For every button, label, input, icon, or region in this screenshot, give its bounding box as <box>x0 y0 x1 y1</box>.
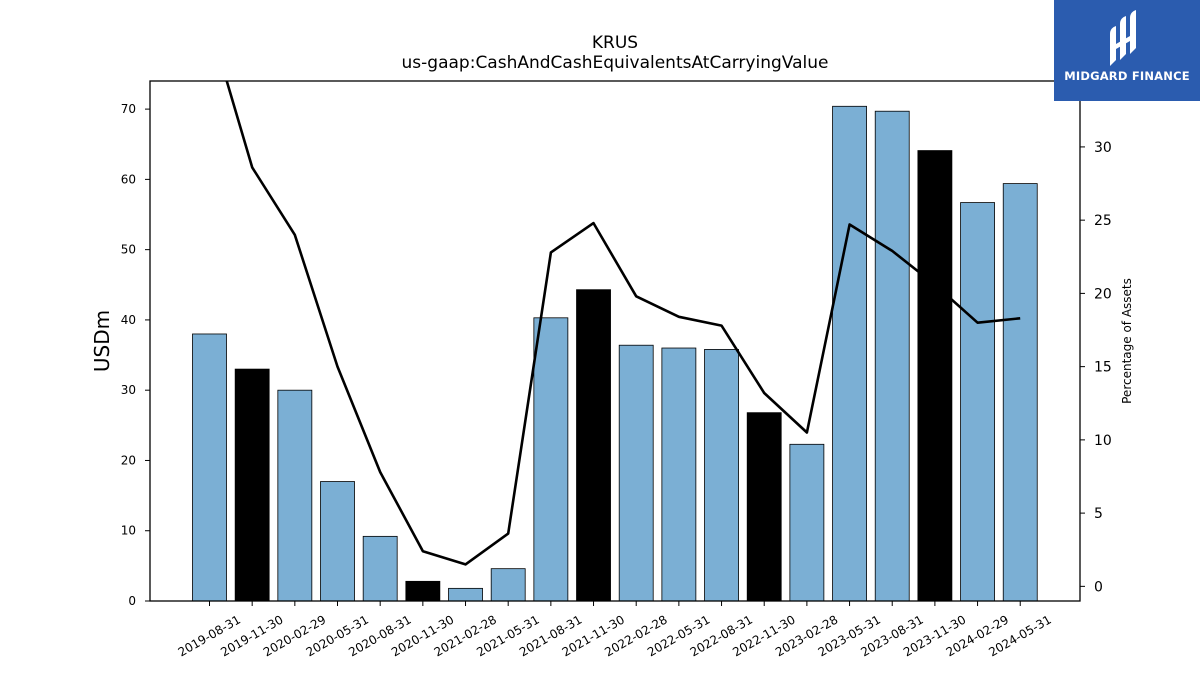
y-tick-label: 40 <box>121 313 136 327</box>
bar-2022-08-31 <box>704 349 739 602</box>
bar-2019-11-30 <box>234 368 270 602</box>
x-axis-ticks: 2019-08-312019-11-302020-02-292020-05-31… <box>176 601 1054 659</box>
y-tick-label: 10 <box>121 524 136 538</box>
bar-2023-02-28 <box>789 443 825 602</box>
y2-tick-label: 20 <box>1094 286 1112 302</box>
bar-2021-08-31 <box>533 317 569 602</box>
bar-2020-11-30 <box>405 580 441 602</box>
y2-tick-label: 5 <box>1094 506 1103 522</box>
y-tick-label: 20 <box>121 453 136 467</box>
bar-2020-05-31 <box>320 481 355 602</box>
y-tick-label: 50 <box>121 243 136 257</box>
bar-2022-02-28 <box>618 344 654 602</box>
bar-2020-08-31 <box>362 535 398 602</box>
y-tick-label: 30 <box>121 383 136 397</box>
bar-2023-08-31 <box>874 110 910 602</box>
y-axis-ticks: 0 10 20 30 40 50 60 70 <box>121 102 150 608</box>
bar-2021-02-28 <box>448 587 483 602</box>
midgard-finance-logo: MIDGARD FINANCE <box>1054 0 1200 101</box>
y2-tick-label: 15 <box>1094 360 1112 376</box>
bar-2023-11-30 <box>917 150 953 602</box>
bar-2024-02-29 <box>960 202 995 602</box>
line-group <box>225 81 1021 566</box>
chart-title: KRUS <box>592 33 638 53</box>
y-axis-label: USDm <box>90 310 114 372</box>
bar-2023-05-31 <box>832 105 867 602</box>
y2-tick-label: 25 <box>1094 213 1112 229</box>
bar-2021-11-30 <box>576 289 611 602</box>
y2-axis-ticks: 0 5 10 15 20 25 30 <box>1080 140 1112 595</box>
bar-2021-05-31 <box>490 568 526 602</box>
y2-tick-label: 10 <box>1094 433 1112 449</box>
chart-subtitle: us-gaap:CashAndCashEquivalentsAtCarrying… <box>402 53 829 73</box>
bar-2020-02-29 <box>277 389 313 602</box>
y2-tick-label: 0 <box>1094 579 1103 595</box>
y-tick-label: 70 <box>121 102 136 116</box>
logo-text: MIDGARD FINANCE <box>1064 69 1190 83</box>
y2-axis-label: Percentage of Assets <box>1120 278 1134 404</box>
y-tick-label: 0 <box>128 594 136 608</box>
logo-mark-icon <box>1110 10 1136 66</box>
bar-2022-05-31 <box>661 347 697 602</box>
plot-frame <box>149 80 1081 602</box>
bar-2022-11-30 <box>746 412 782 602</box>
bar-2024-05-31 <box>1002 183 1038 602</box>
bar-2019-08-31 <box>192 333 227 602</box>
percentage-line <box>225 81 1021 566</box>
y-tick-label: 60 <box>121 172 136 186</box>
y2-tick-label: 30 <box>1094 140 1112 156</box>
bars-group <box>192 105 1038 602</box>
